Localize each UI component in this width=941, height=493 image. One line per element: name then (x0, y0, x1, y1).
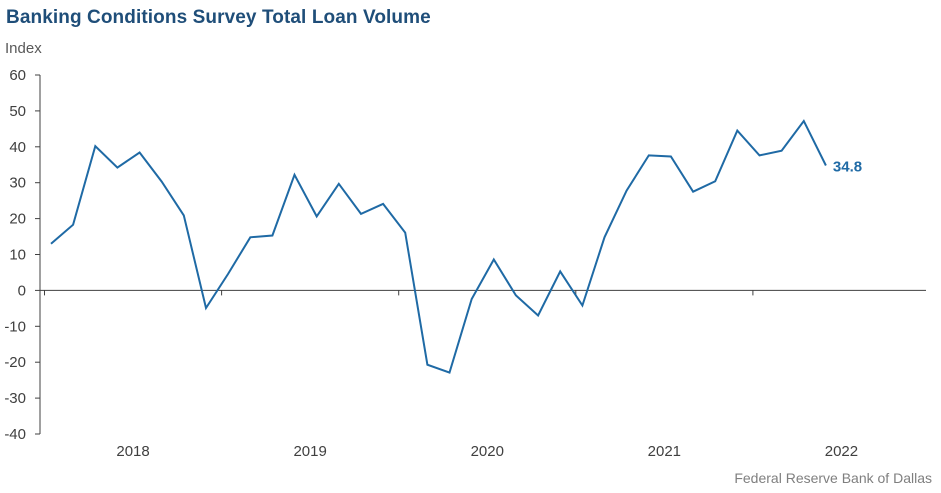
y-tick-label: 40 (9, 139, 26, 156)
y-tick-label: 10 (9, 247, 26, 264)
x-axis: 2018 2019 2020 2021 2022 (40, 289, 926, 460)
y-tick-label: 50 (9, 103, 26, 120)
x-tick-label: 2019 (293, 443, 326, 460)
x-tick-label: 2021 (648, 443, 681, 460)
y-axis: 60 50 40 30 20 10 0 -10 -20 -30 -40 (4, 67, 41, 443)
y-axis-label: Index (5, 40, 42, 57)
y-tick-label: -10 (4, 318, 26, 335)
series-layer: 34.8 (50, 119, 862, 374)
x-tick-label: 2018 (116, 443, 149, 460)
x-tick-label: 2022 (825, 443, 858, 460)
y-tick-label: -30 (4, 390, 26, 407)
y-tick-label: 0 (18, 282, 26, 299)
y-tick-label: -40 (4, 426, 26, 443)
x-tick-label: 2020 (471, 443, 504, 460)
chart-title: Banking Conditions Survey Total Loan Vol… (6, 7, 431, 28)
y-tick-label: 30 (9, 175, 26, 192)
y-tick-label: -20 (4, 354, 26, 371)
y-tick-label: 60 (9, 67, 26, 84)
last-value-label: 34.8 (833, 158, 862, 175)
series-line (50, 119, 827, 374)
source-note: Federal Reserve Bank of Dallas (734, 470, 932, 486)
y-tick-label: 20 (9, 211, 26, 228)
